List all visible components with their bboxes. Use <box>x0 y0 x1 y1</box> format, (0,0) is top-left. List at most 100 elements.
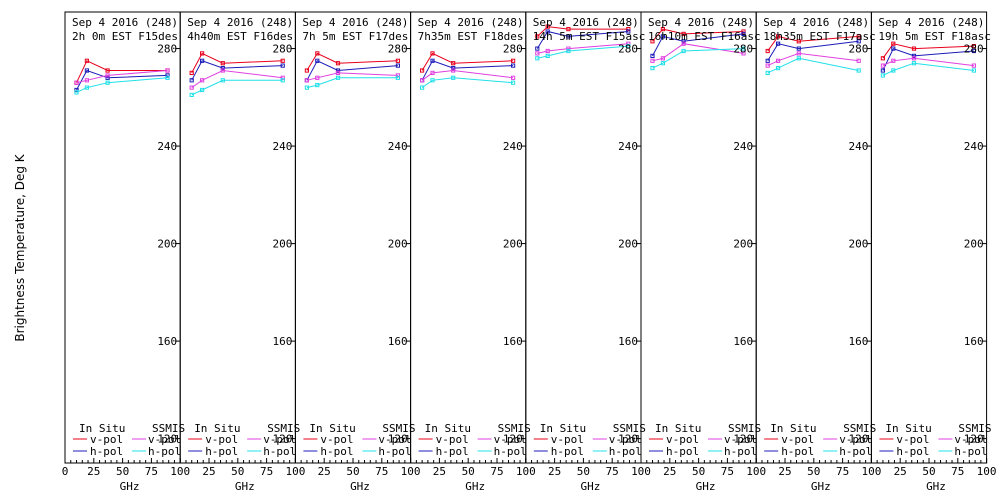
data-point <box>511 75 516 80</box>
x-axis-label: GHz <box>465 480 485 493</box>
data-point <box>681 41 686 46</box>
series-line <box>652 43 744 62</box>
legend-label: v-pol <box>90 433 123 446</box>
data-point <box>535 34 540 39</box>
data-point <box>165 75 170 80</box>
legend-label: h-pol <box>609 445 642 458</box>
legend-label: h-pol <box>263 445 296 458</box>
x-tick-label: 0 <box>62 465 69 478</box>
series-line <box>652 28 744 42</box>
data-point <box>335 75 341 80</box>
y-axis-label: Brightness Temperature, Deg K <box>13 153 27 341</box>
legend-heading-in-situ: In Situ <box>79 422 125 435</box>
data-point <box>451 66 456 71</box>
y-tick-label: 120 <box>849 433 869 446</box>
series-line <box>76 77 168 93</box>
legend-label: h-pol <box>551 445 584 458</box>
series-line <box>767 57 859 74</box>
data-point <box>911 56 917 61</box>
data-point <box>650 66 655 71</box>
x-tick-label: 75 <box>375 465 388 478</box>
series-line <box>767 35 859 52</box>
x-tick-label: 100 <box>170 465 190 478</box>
data-point <box>681 48 686 54</box>
panel-8: 120 160 200 240 280 25 50 75 100 GHz Sep 4 2016 (2… <box>870 11 997 493</box>
x-axis-label: GHz <box>696 480 716 493</box>
panel-title-date: Sep 4 2016 (248) <box>648 16 754 29</box>
x-tick-label: 50 <box>922 465 935 478</box>
series-line <box>191 52 283 74</box>
y-tick-label: 200 <box>618 238 638 251</box>
data-point <box>891 46 896 51</box>
data-point <box>304 68 309 73</box>
x-tick-label: 100 <box>977 465 997 478</box>
panel-title-time: 4h40m EST F16des <box>187 30 293 43</box>
series-line <box>767 40 859 62</box>
x-tick-label: 50 <box>346 465 359 478</box>
legend-heading-ssmis: SSMIS <box>958 422 991 435</box>
data-point <box>304 78 309 83</box>
legend-label: v-pol <box>205 433 238 446</box>
x-tick-label: 75 <box>721 465 734 478</box>
data-point <box>911 53 917 58</box>
data-point <box>765 48 770 54</box>
data-point <box>741 31 746 36</box>
y-tick-label: 280 <box>157 43 177 56</box>
series-line <box>191 60 283 81</box>
y-tick-label: 120 <box>618 433 638 446</box>
legend-label: h-pol <box>205 445 238 458</box>
y-tick-label: 200 <box>388 238 408 251</box>
y-tick-label: 120 <box>273 433 293 446</box>
legend-label: v-pol <box>263 433 296 446</box>
y-tick-label: 240 <box>388 140 408 153</box>
legend-heading-in-situ: In Situ <box>194 422 240 435</box>
series-line <box>76 60 168 83</box>
data-point <box>566 34 571 39</box>
data-point <box>566 46 571 51</box>
series-line <box>652 48 744 69</box>
legend-heading-in-situ: In Situ <box>540 422 586 435</box>
data-point <box>535 51 540 56</box>
legend-label: h-pol <box>436 445 469 458</box>
panels-group: 120 160 200 240 280 0 25 50 75 100 GHz Sep 4 2016 (… <box>62 11 997 493</box>
legend-label: v-pol <box>320 433 353 446</box>
series-line <box>882 57 974 67</box>
legend-label: v-pol <box>724 433 757 446</box>
data-point <box>451 75 456 80</box>
data-point <box>765 70 770 76</box>
y-tick-label: 240 <box>157 140 177 153</box>
legend-label: h-pol <box>896 445 929 458</box>
panel-title-date: Sep 4 2016 (248) <box>187 16 293 29</box>
panel-7: 120 160 200 240 280 25 50 75 100 GHz Sep 4 2016 (2… <box>755 11 881 493</box>
data-point <box>741 51 746 56</box>
data-point <box>626 29 631 34</box>
data-point <box>511 58 516 63</box>
data-point <box>200 58 205 63</box>
data-point <box>315 83 320 88</box>
x-tick-label: 25 <box>433 465 446 478</box>
x-tick-label: 25 <box>202 465 215 478</box>
y-tick-label: 120 <box>388 433 408 446</box>
x-tick-label: 50 <box>462 465 475 478</box>
series-line <box>306 52 398 71</box>
data-point <box>971 63 976 68</box>
data-point <box>856 34 861 39</box>
panel-title-time: 7h 5m EST F17des <box>302 30 408 43</box>
series-line <box>537 45 629 59</box>
data-point <box>891 68 896 73</box>
data-point <box>280 75 285 80</box>
data-point <box>220 66 225 71</box>
y-tick-label: 240 <box>849 140 869 153</box>
data-point <box>395 73 400 78</box>
legend-label: v-pol <box>896 433 929 446</box>
data-point <box>660 27 665 32</box>
x-axis-label: GHz <box>811 480 831 493</box>
y-tick-label: 200 <box>503 238 523 251</box>
data-point <box>681 31 686 36</box>
data-point <box>856 58 861 63</box>
data-point <box>315 51 320 56</box>
data-point <box>880 68 885 73</box>
legend-label: h-pol <box>724 445 757 458</box>
x-axis-label: GHz <box>926 480 946 493</box>
y-tick-label: 160 <box>964 335 984 348</box>
